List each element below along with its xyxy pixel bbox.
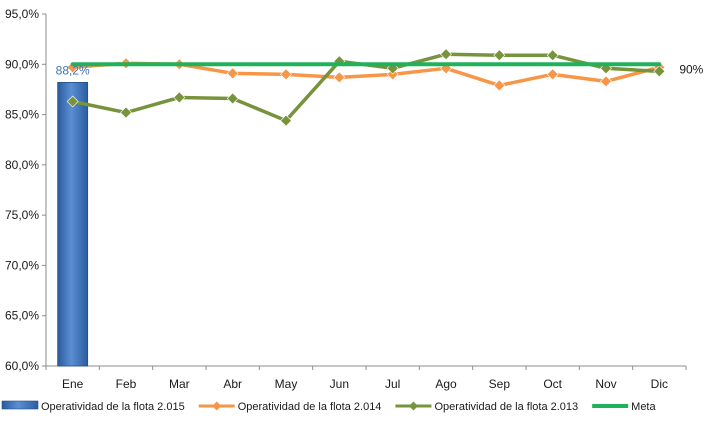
legend-label: Operatividad de la flota 2.015 xyxy=(41,401,185,413)
legend-label: Meta xyxy=(631,401,656,413)
series-marker xyxy=(493,79,506,92)
series-marker xyxy=(120,106,132,119)
y-tick-label: 95,0% xyxy=(5,7,39,21)
legend-marker xyxy=(408,401,418,411)
x-tick-label: Jul xyxy=(385,377,400,391)
x-tick-label: Abr xyxy=(223,377,242,391)
y-tick-label: 65,0% xyxy=(5,309,39,323)
x-tick-label: Ago xyxy=(435,377,457,391)
legend-label: Operatividad de la flota 2.014 xyxy=(238,401,382,413)
x-tick-label: Mar xyxy=(169,377,190,391)
legend-item: Meta xyxy=(592,401,656,413)
series-marker xyxy=(546,49,559,62)
legend-item: Operatividad de la flota 2.015 xyxy=(1,400,185,413)
series-marker xyxy=(226,92,239,105)
series-marker xyxy=(653,65,666,78)
series-marker xyxy=(226,67,239,80)
series-marker xyxy=(333,71,346,84)
x-tick-label: Feb xyxy=(116,377,137,391)
labels-layer: 88,2% 90% xyxy=(56,62,704,77)
bar-data-label: 88,2% xyxy=(56,63,90,77)
series-marker xyxy=(600,75,612,88)
y-tick-label: 80,0% xyxy=(5,158,39,172)
x-tick-label: Sep xyxy=(489,377,511,391)
series-line xyxy=(70,61,662,88)
legend-item: Operatividad de la flota 2.013 xyxy=(395,401,578,413)
x-tick-label: Dic xyxy=(651,377,668,391)
x-tick-label: May xyxy=(275,377,298,391)
y-tick-label: 60,0% xyxy=(5,359,39,373)
bars-layer xyxy=(57,81,89,367)
y-tick-label: 70,0% xyxy=(5,258,39,272)
series-marker xyxy=(546,68,559,81)
series-marker xyxy=(66,95,79,108)
x-tick-label: Nov xyxy=(595,377,616,391)
x-tick-label: Oct xyxy=(543,377,562,391)
legend-swatch xyxy=(1,400,39,410)
axes-layer: 60,0% 65,0% 70,0% 75,0% 80,0% 85,0% 90,0% 95,0%… xyxy=(5,7,687,391)
lines-layer xyxy=(66,48,666,127)
series-marker xyxy=(493,49,506,62)
y-tick-label: 85,0% xyxy=(5,108,39,122)
series-marker xyxy=(386,68,399,81)
legend-marker xyxy=(212,401,222,411)
series-marker xyxy=(280,114,292,127)
series-marker xyxy=(280,68,292,81)
legend: Operatividad de la flota 2.015 Operativid… xyxy=(1,400,656,413)
x-tick-label: Jun xyxy=(330,377,349,391)
x-tick-label: Ene xyxy=(62,377,84,391)
series-marker xyxy=(173,91,186,104)
y-tick-label: 75,0% xyxy=(5,208,39,222)
legend-item: Operatividad de la flota 2.014 xyxy=(198,401,382,413)
legend-label: Operatividad de la flota 2.013 xyxy=(434,401,578,413)
bar xyxy=(57,81,89,367)
series-marker xyxy=(440,48,452,61)
y-tick-label: 90,0% xyxy=(5,57,39,71)
meta-end-label: 90% xyxy=(679,62,703,76)
